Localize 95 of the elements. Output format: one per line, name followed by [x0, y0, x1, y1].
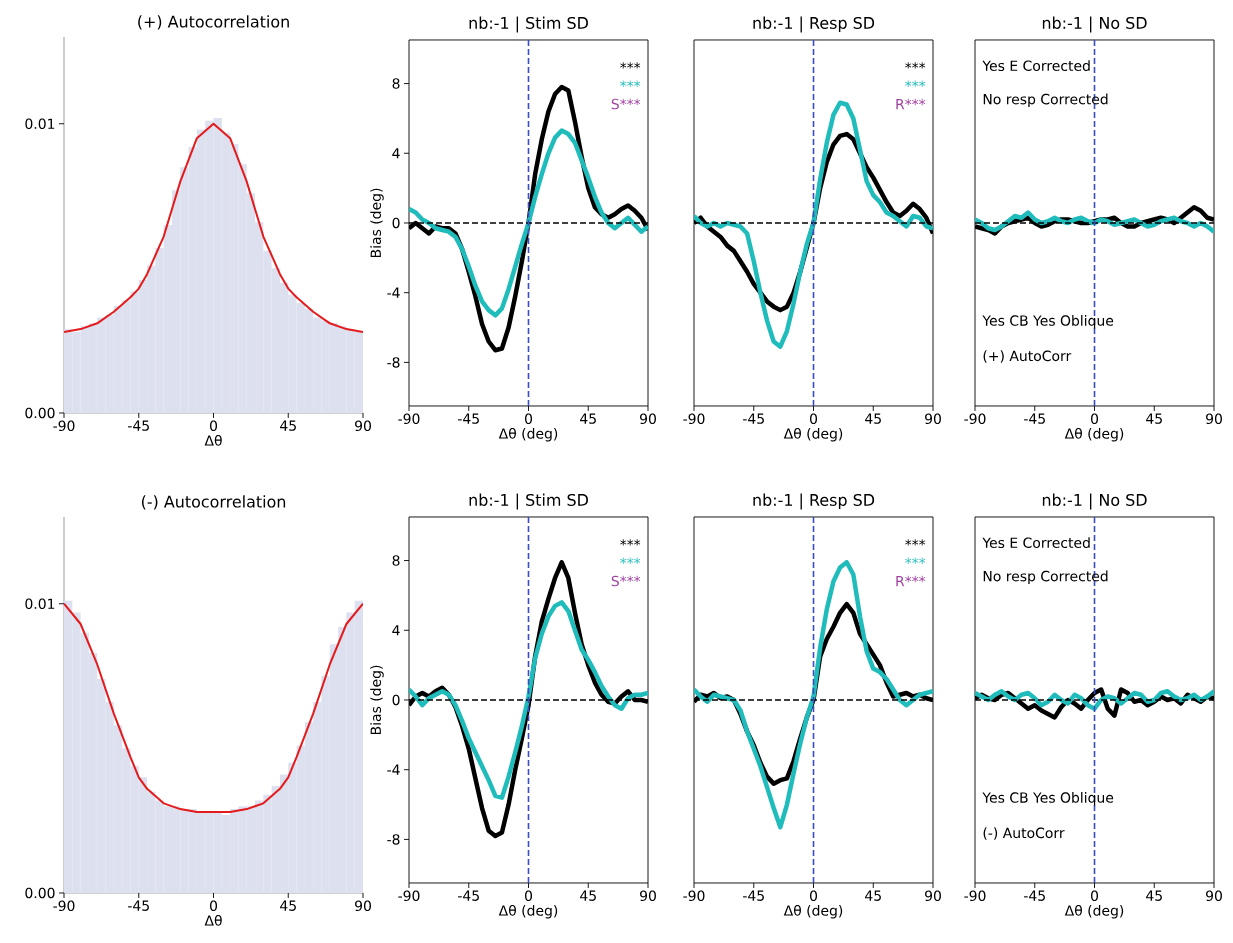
x-tick-label: 45 [580, 413, 596, 424]
annotation: (-) AutoCorr [983, 827, 1065, 840]
x-tick-label: 45 [1146, 890, 1162, 901]
x-tick-label: -45 [128, 900, 149, 911]
x-tick-label: 0 [524, 890, 533, 902]
annotation: S*** [611, 575, 641, 587]
y-tick-label: -8 [387, 357, 400, 368]
chart-title: nb:-1 | Resp SD [753, 16, 875, 33]
chart-title: nb:-1 | No SD [1042, 16, 1147, 33]
x-tick-label: -90 [53, 420, 75, 432]
x-axis-title: Δθ (deg) [1064, 904, 1124, 919]
x-tick-label: 90 [1206, 413, 1222, 425]
x-tick-label: -90 [964, 413, 986, 425]
chart-title: (+) Autocorrelation [138, 15, 289, 30]
chart-title: nb:-1 | Stim SD [469, 493, 588, 510]
annotation: *** [905, 539, 926, 546]
x-tick-label: 0 [809, 890, 818, 902]
x-axis-title: Δθ (deg) [783, 427, 843, 442]
x-tick-label: -45 [743, 413, 764, 424]
x-tick-label: -90 [398, 890, 420, 902]
x-tick-label: 0 [209, 420, 218, 432]
y-tick-label: 8 [392, 78, 400, 89]
annotation: Yes E Corrected [982, 60, 1090, 72]
annotation: R*** [896, 98, 926, 110]
x-tick-label: 0 [1091, 890, 1099, 902]
x-tick-label: -90 [398, 413, 420, 425]
x-tick-label: 45 [580, 890, 596, 901]
x-tick-label: 0 [209, 900, 218, 912]
x-tick-label: 90 [355, 420, 371, 432]
y-tick-label: 0.01 [25, 118, 55, 130]
annotation: *** [620, 539, 641, 546]
y-tick-label: -4 [387, 764, 400, 775]
line-series [64, 122, 364, 333]
x-tick-label: -45 [458, 413, 479, 424]
annotation: *** [905, 62, 926, 69]
y-axis-title: Bias (deg) [370, 665, 384, 735]
y-tick-label: 0.00 [25, 887, 55, 899]
x-axis-title: Δθ [204, 434, 222, 446]
y-tick-label: 4 [392, 625, 400, 636]
y-tick-label: 8 [392, 555, 400, 566]
x-tick-label: 90 [640, 413, 656, 425]
annotation: No resp Corrected [983, 93, 1108, 108]
x-tick-label: 90 [355, 900, 371, 912]
x-tick-label: 90 [925, 413, 941, 425]
annotation: R*** [896, 575, 926, 587]
chart-title: nb:-1 | No SD [1042, 493, 1147, 510]
annotation: *** [620, 80, 641, 87]
x-tick-label: -90 [964, 890, 986, 902]
y-tick-label: 0 [392, 694, 400, 706]
x-tick-label: 90 [640, 890, 656, 902]
annotation: *** [620, 557, 641, 564]
chart-title: nb:-1 | Stim SD [469, 16, 588, 33]
x-tick-label: -90 [683, 890, 705, 902]
x-tick-label: 45 [280, 420, 296, 431]
annotation: S*** [611, 98, 641, 110]
x-tick-label: 45 [280, 900, 296, 911]
x-axis-title: Δθ (deg) [498, 904, 558, 919]
y-tick-label: -8 [387, 834, 400, 845]
x-tick-label: 90 [1206, 890, 1222, 902]
x-axis-title: Δθ (deg) [783, 904, 843, 919]
x-tick-label: -45 [743, 890, 764, 901]
y-tick-label: 0.00 [25, 407, 55, 419]
y-tick-label: 4 [392, 148, 400, 159]
y-tick-label: 0 [392, 217, 400, 229]
y-tick-label: -4 [387, 287, 400, 298]
annotation: Yes CB Yes Oblique [982, 792, 1114, 806]
line-series [409, 600, 648, 800]
annotation: (+) AutoCorr [983, 350, 1072, 363]
x-tick-label: 0 [524, 413, 533, 425]
y-axis-title: Bias (deg) [370, 188, 384, 258]
x-tick-label: 0 [809, 413, 818, 425]
x-tick-label: 45 [865, 413, 881, 424]
x-tick-label: -45 [458, 890, 479, 901]
x-axis-title: Δθ [204, 914, 222, 926]
x-tick-label: 45 [865, 890, 881, 901]
annotation: Yes CB Yes Oblique [982, 315, 1114, 329]
annotation: *** [905, 557, 926, 564]
annotation: No resp Corrected [983, 570, 1108, 585]
chart-title: (-) Autocorrelation [141, 495, 286, 510]
annotation: *** [905, 80, 926, 87]
line-series [409, 128, 648, 318]
x-tick-label: 90 [925, 890, 941, 902]
y-tick-label: 0.01 [25, 598, 55, 610]
x-tick-label: -45 [1024, 890, 1045, 901]
x-axis-title: Δθ (deg) [498, 427, 558, 442]
x-tick-label: -90 [53, 900, 75, 912]
x-tick-label: 45 [1146, 413, 1162, 424]
x-tick-label: -45 [128, 420, 149, 431]
x-tick-label: -45 [1024, 413, 1045, 424]
x-tick-label: -90 [683, 413, 705, 425]
annotation: Yes E Corrected [982, 537, 1090, 549]
x-tick-label: 0 [1091, 413, 1099, 425]
annotation: *** [620, 62, 641, 69]
x-axis-title: Δθ (deg) [1064, 427, 1124, 442]
chart-title: nb:-1 | Resp SD [753, 493, 875, 510]
